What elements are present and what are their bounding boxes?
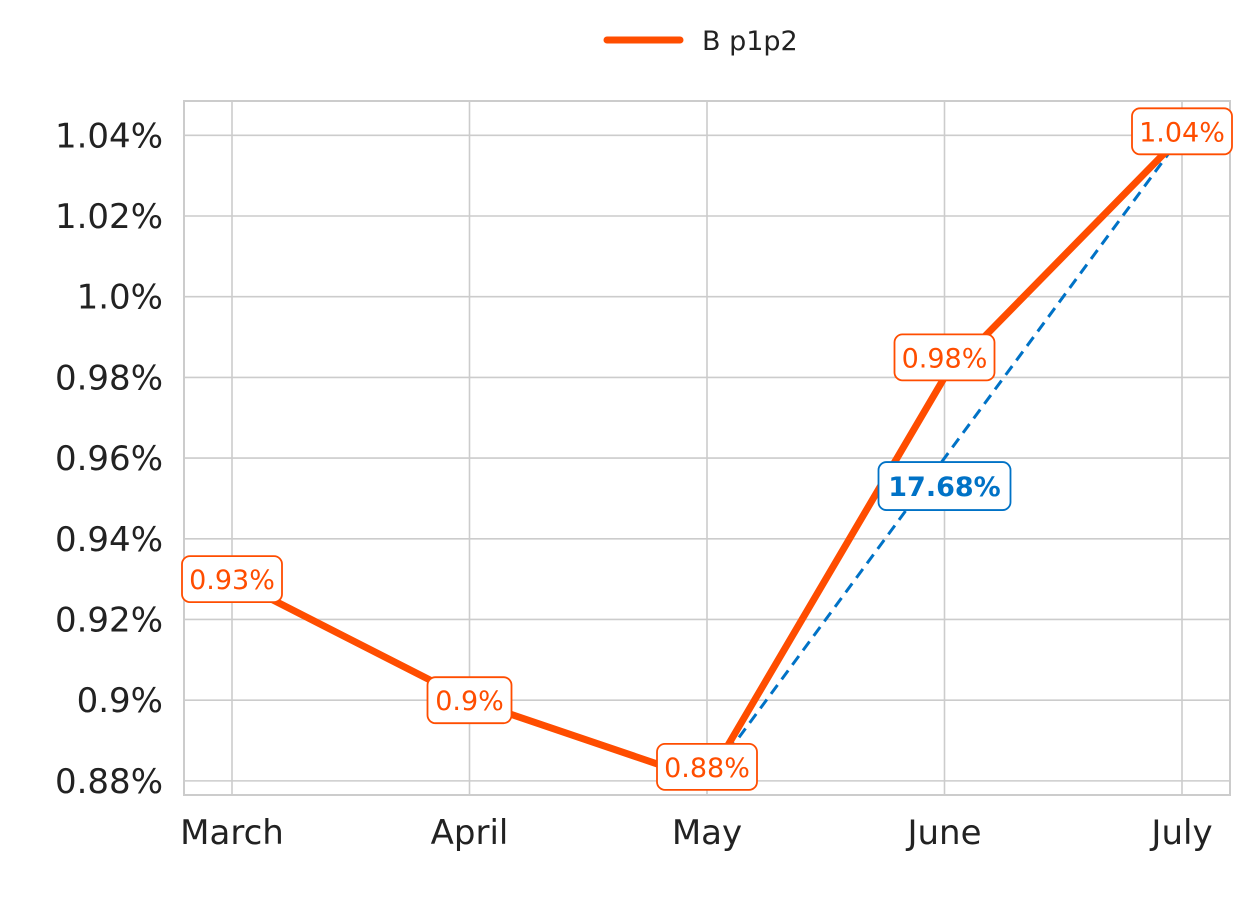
y-tick-label-0: 0.88% [55,762,163,802]
y-tick-label-1: 0.9% [77,681,163,721]
data-label-box-0 [181,555,283,604]
y-tick-label-4: 0.96% [55,439,163,479]
data-label-2: 0.88% [664,753,750,784]
y-tick-label-2: 0.92% [55,600,163,640]
legend-label-b-p1p2: B p1p2 [702,26,798,57]
data-label-box-3 [893,333,996,382]
y-tick-label-3: 0.94% [55,520,163,560]
data-label-0: 0.93% [189,565,275,596]
y-tick-label-8: 1.04% [55,116,163,156]
data-label-box-2 [656,742,758,791]
x-tick-label-july: July [1149,813,1212,853]
data-label-1: 0.9% [435,686,504,717]
data-label-box-1 [426,676,513,725]
x-tick-label-april: April [431,813,509,853]
y-tick-label-7: 1.02% [55,197,163,237]
x-tick-label-june: June [905,813,981,853]
plot-area: 0.88% 0.9% 0.92% 0.94% 0.96% 0.98% 1.0% 1.02% 1.… [55,100,1233,853]
data-label-3: 0.98% [902,343,988,374]
trend-label-box [877,461,1012,511]
legend: B p1p2 [603,26,798,57]
y-tick-label-6: 1.0% [77,278,163,318]
y-tick-label-5: 0.98% [55,358,163,398]
x-tick-label-may: May [672,813,742,853]
data-label-box-4 [1131,107,1233,156]
trend-line [705,134,1184,782]
plot-frame [183,100,1231,796]
trend-label: 17.68% [888,472,1000,503]
data-label-4: 1.04% [1139,117,1225,148]
x-tick-label-march: March [180,813,284,853]
